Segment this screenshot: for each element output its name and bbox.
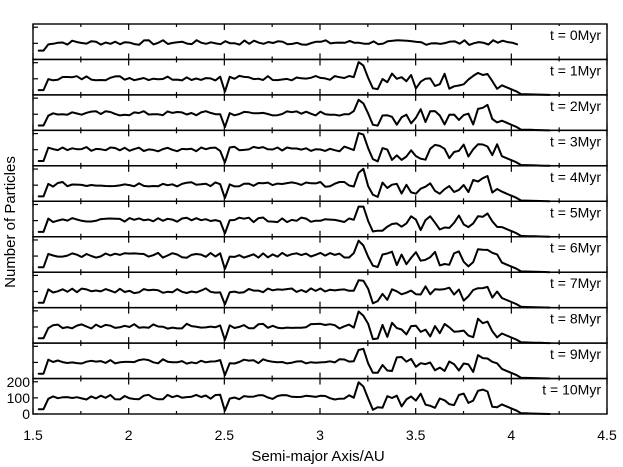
series-line-1: [37, 61, 551, 96]
panel-label-background: [547, 26, 605, 44]
panel-label: t = 6Myr: [550, 240, 601, 256]
panel-label: t = 3Myr: [550, 133, 601, 149]
panel-label-background: [547, 345, 605, 364]
panel-label-background: [547, 309, 605, 328]
panel-label-background: [547, 274, 605, 293]
series-line-0: [37, 39, 519, 52]
x-tick-labels: 1.5 2 2.5 3 3.5 4 4.5: [23, 427, 617, 443]
panel-9: t = 9Myr: [32, 342, 608, 380]
series-line-2: [37, 98, 551, 132]
y-tick-label: 0: [22, 406, 30, 422]
series-line-4: [37, 167, 551, 203]
y-tick-label: 200: [7, 374, 31, 390]
series-line-8: [37, 310, 551, 345]
panel-label-background: [547, 167, 605, 186]
series-line-7: [37, 279, 551, 309]
panel-label: t = 2Myr: [550, 98, 601, 114]
panel-label-background: [539, 380, 605, 399]
panel-label: t = 9Myr: [550, 346, 601, 362]
panels-group: t = 0Myr t = 1Myr t = 2Myr t = 3Myr t = 4Myr…: [32, 23, 608, 415]
x-tick-label: 3: [316, 427, 324, 443]
x-tick-label: 4.5: [597, 427, 617, 443]
panel-8: t = 8Myr: [32, 306, 608, 345]
panel-label: t = 10Myr: [542, 382, 601, 398]
panel-label-background: [547, 61, 605, 80]
panel-7: t = 7Myr: [32, 271, 608, 309]
panel-0: t = 0Myr: [32, 23, 608, 61]
panel-label: t = 5Myr: [550, 204, 601, 220]
y-axis-label: Number of Particles: [2, 156, 19, 288]
panel-6: t = 6Myr: [32, 236, 608, 274]
panel-10: t = 10Myr: [32, 377, 608, 415]
panel-1: t = 1Myr: [32, 58, 608, 96]
panel-label-background: [547, 132, 605, 151]
series-line-3: [37, 132, 551, 167]
panel-label-background: [547, 238, 605, 257]
panel-label: t = 4Myr: [550, 169, 601, 185]
x-tick-label: 1.5: [23, 427, 43, 443]
panel-label-background: [547, 96, 605, 115]
panel-label: t = 8Myr: [550, 311, 601, 327]
panel-label-background: [547, 203, 605, 222]
series-line-5: [37, 205, 551, 238]
x-tick-label: 2: [125, 427, 133, 443]
series-line-10: [37, 381, 551, 415]
panel-3: t = 3Myr: [32, 129, 608, 167]
panel-label: t = 7Myr: [550, 275, 601, 291]
x-tick-label: 4: [507, 427, 515, 443]
x-tick-label: 2.5: [215, 427, 235, 443]
x-axis-label: Semi-major Axis/AU: [251, 448, 384, 465]
panel-5: t = 5Myr: [32, 200, 608, 238]
series-line-9: [37, 347, 551, 380]
panel-label: t = 0Myr: [550, 27, 601, 43]
series-line-6: [37, 239, 551, 274]
panel-2: t = 2Myr: [32, 94, 608, 132]
y-tick-label: 100: [7, 390, 31, 406]
panel-4: t = 4Myr: [32, 165, 608, 203]
panel-label: t = 1Myr: [550, 62, 601, 78]
x-tick-label: 3.5: [406, 427, 426, 443]
